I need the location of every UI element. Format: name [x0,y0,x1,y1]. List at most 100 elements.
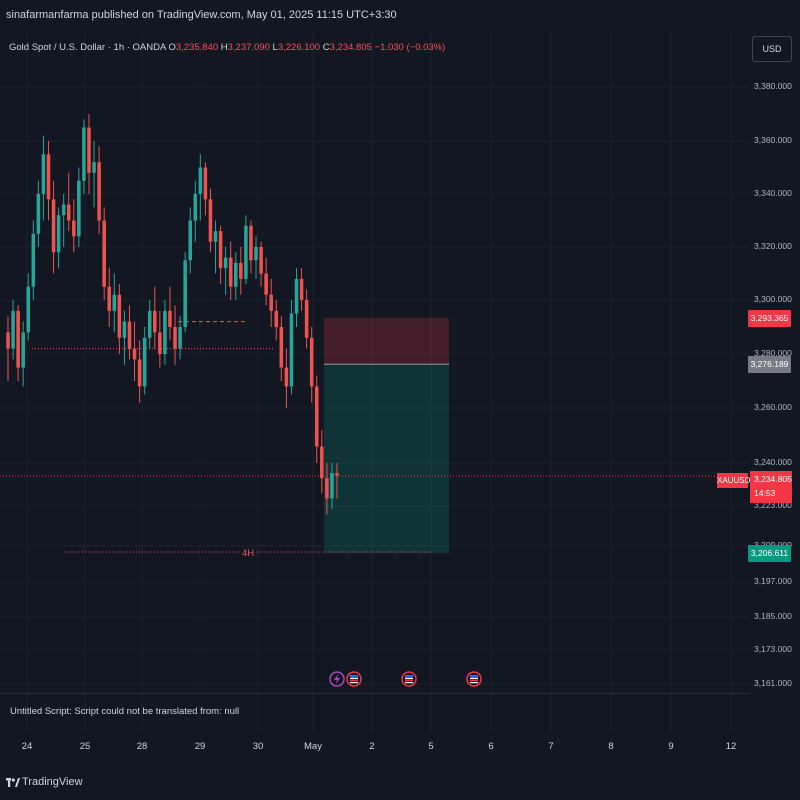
candle-body [289,313,294,387]
script-error-message: Untitled Script: Script could not be tra… [10,706,240,717]
candle-body [72,220,76,237]
candle-body [153,310,157,333]
candle-body [309,337,314,387]
time-tick-label: May [304,741,322,752]
price-tick-label: 3,340.000 [754,188,792,198]
us-economic-event-icon[interactable] [466,671,482,687]
legend-high-label: H [220,42,228,53]
time-tick-label: 9 [668,741,674,752]
price-tick-label: 3,173.000 [754,644,792,654]
stop-zone [324,317,449,365]
candle-body [279,327,284,368]
candle-body [147,310,152,338]
time-tick-label: 25 [79,741,91,752]
candle-body [137,359,142,387]
candle-body [66,204,71,221]
candle-body [325,478,329,499]
currency-button[interactable]: USD [752,36,792,62]
candle-body [117,294,122,338]
legend-close-value: 3,234.805 [329,42,372,53]
candle-body [112,294,117,311]
target-level-tag: 3,206.611 [748,545,791,563]
last-price-tag: 3,234.805 14:53 [750,471,792,503]
candle-body [249,225,253,261]
candle-body [56,215,61,253]
price-tick-label: 3,260.000 [754,402,792,412]
us-economic-event-icon[interactable] [401,671,417,687]
last-price-value: 3,234.805 [754,474,792,484]
legend-low-label: L [272,42,278,53]
time-axis[interactable]: 24 25 28 29 30 May 2 5 6 7 8 9 12 [0,734,750,764]
chart-frame [0,32,800,768]
entry-level-tag: 3,276.189 [748,356,791,374]
candle-body [61,204,66,216]
candle-body [82,127,86,181]
candle-body [77,180,81,237]
candle-body [228,257,233,287]
candle-body [188,220,192,261]
time-tick-label: 8 [608,741,614,752]
candle-body [46,154,51,200]
candle-body [92,162,96,173]
symbol-price-label: XAUUSD [717,473,750,488]
candle-body [122,321,127,338]
price-tick-label: 3,300.000 [754,294,792,304]
price-tick-label: 3,360.000 [754,135,792,145]
candle-body [11,310,15,349]
time-tick-label: 2 [369,741,375,752]
candle-body [213,231,218,242]
time-tick-label: 12 [725,741,737,752]
candle-body [97,162,101,221]
legend-high-value: 3,237.090 [227,42,270,53]
legend-open-value: 3,235.840 [175,42,219,53]
candle-body [320,446,324,479]
candle-body [198,167,203,194]
pane-separator [0,693,750,694]
price-tick-label: 3,240.000 [754,457,792,467]
price-tick-label: 3,197.000 [754,576,792,586]
candle-body [259,247,263,274]
publisher-text: sinafarmanfarma published on TradingView… [6,9,397,21]
price-chart[interactable] [0,32,750,734]
dividend-event-icon[interactable] [329,671,345,687]
candle-body [208,199,213,242]
candle-body [193,194,198,221]
profit-zone [324,364,449,554]
price-tick-label: 3,320.000 [754,241,792,251]
time-tick-label: 29 [194,741,206,752]
candle-body [284,367,289,387]
candle-body [274,310,279,327]
candle-body [244,225,248,279]
candle-body [168,310,172,327]
publisher-bar: sinafarmanfarma published on TradingView… [0,0,800,32]
candle-body [335,473,339,476]
candle-body [142,337,147,387]
price-tick-label: 3,161.000 [754,678,792,688]
price-tick-label: 3,185.000 [754,611,792,621]
time-tick-label: 7 [548,741,554,752]
candle-body [127,321,132,349]
candle-body [36,194,41,234]
time-tick-label: 28 [136,741,148,752]
candle-body [239,262,243,279]
candle-body [254,247,258,261]
brand-name: TradingView [22,776,83,788]
tradingview-logo-icon [6,778,20,787]
footer-bar: TradingView [0,768,800,800]
stop-level-tag: 3,293.365 [748,309,791,327]
candle-body [41,154,46,194]
candle-body [269,294,273,311]
time-tick-label: 6 [488,741,494,752]
legend-close-label: C [322,42,330,53]
candle-body [233,262,238,287]
us-economic-event-icon[interactable] [346,671,362,687]
candle-body [21,332,25,368]
candle-body [330,473,334,499]
legend-low-value: 3,226.100 [277,42,321,53]
candle-body [294,278,299,314]
candle-body [163,310,167,354]
time-tick-label: 5 [428,741,434,752]
bar-countdown: 14:53 [754,488,776,498]
price-tick-label: 3,223.000 [754,500,792,510]
symbol-legend: Gold Spot / U.S. Dollar · 1h · OANDA O3,… [9,42,445,53]
